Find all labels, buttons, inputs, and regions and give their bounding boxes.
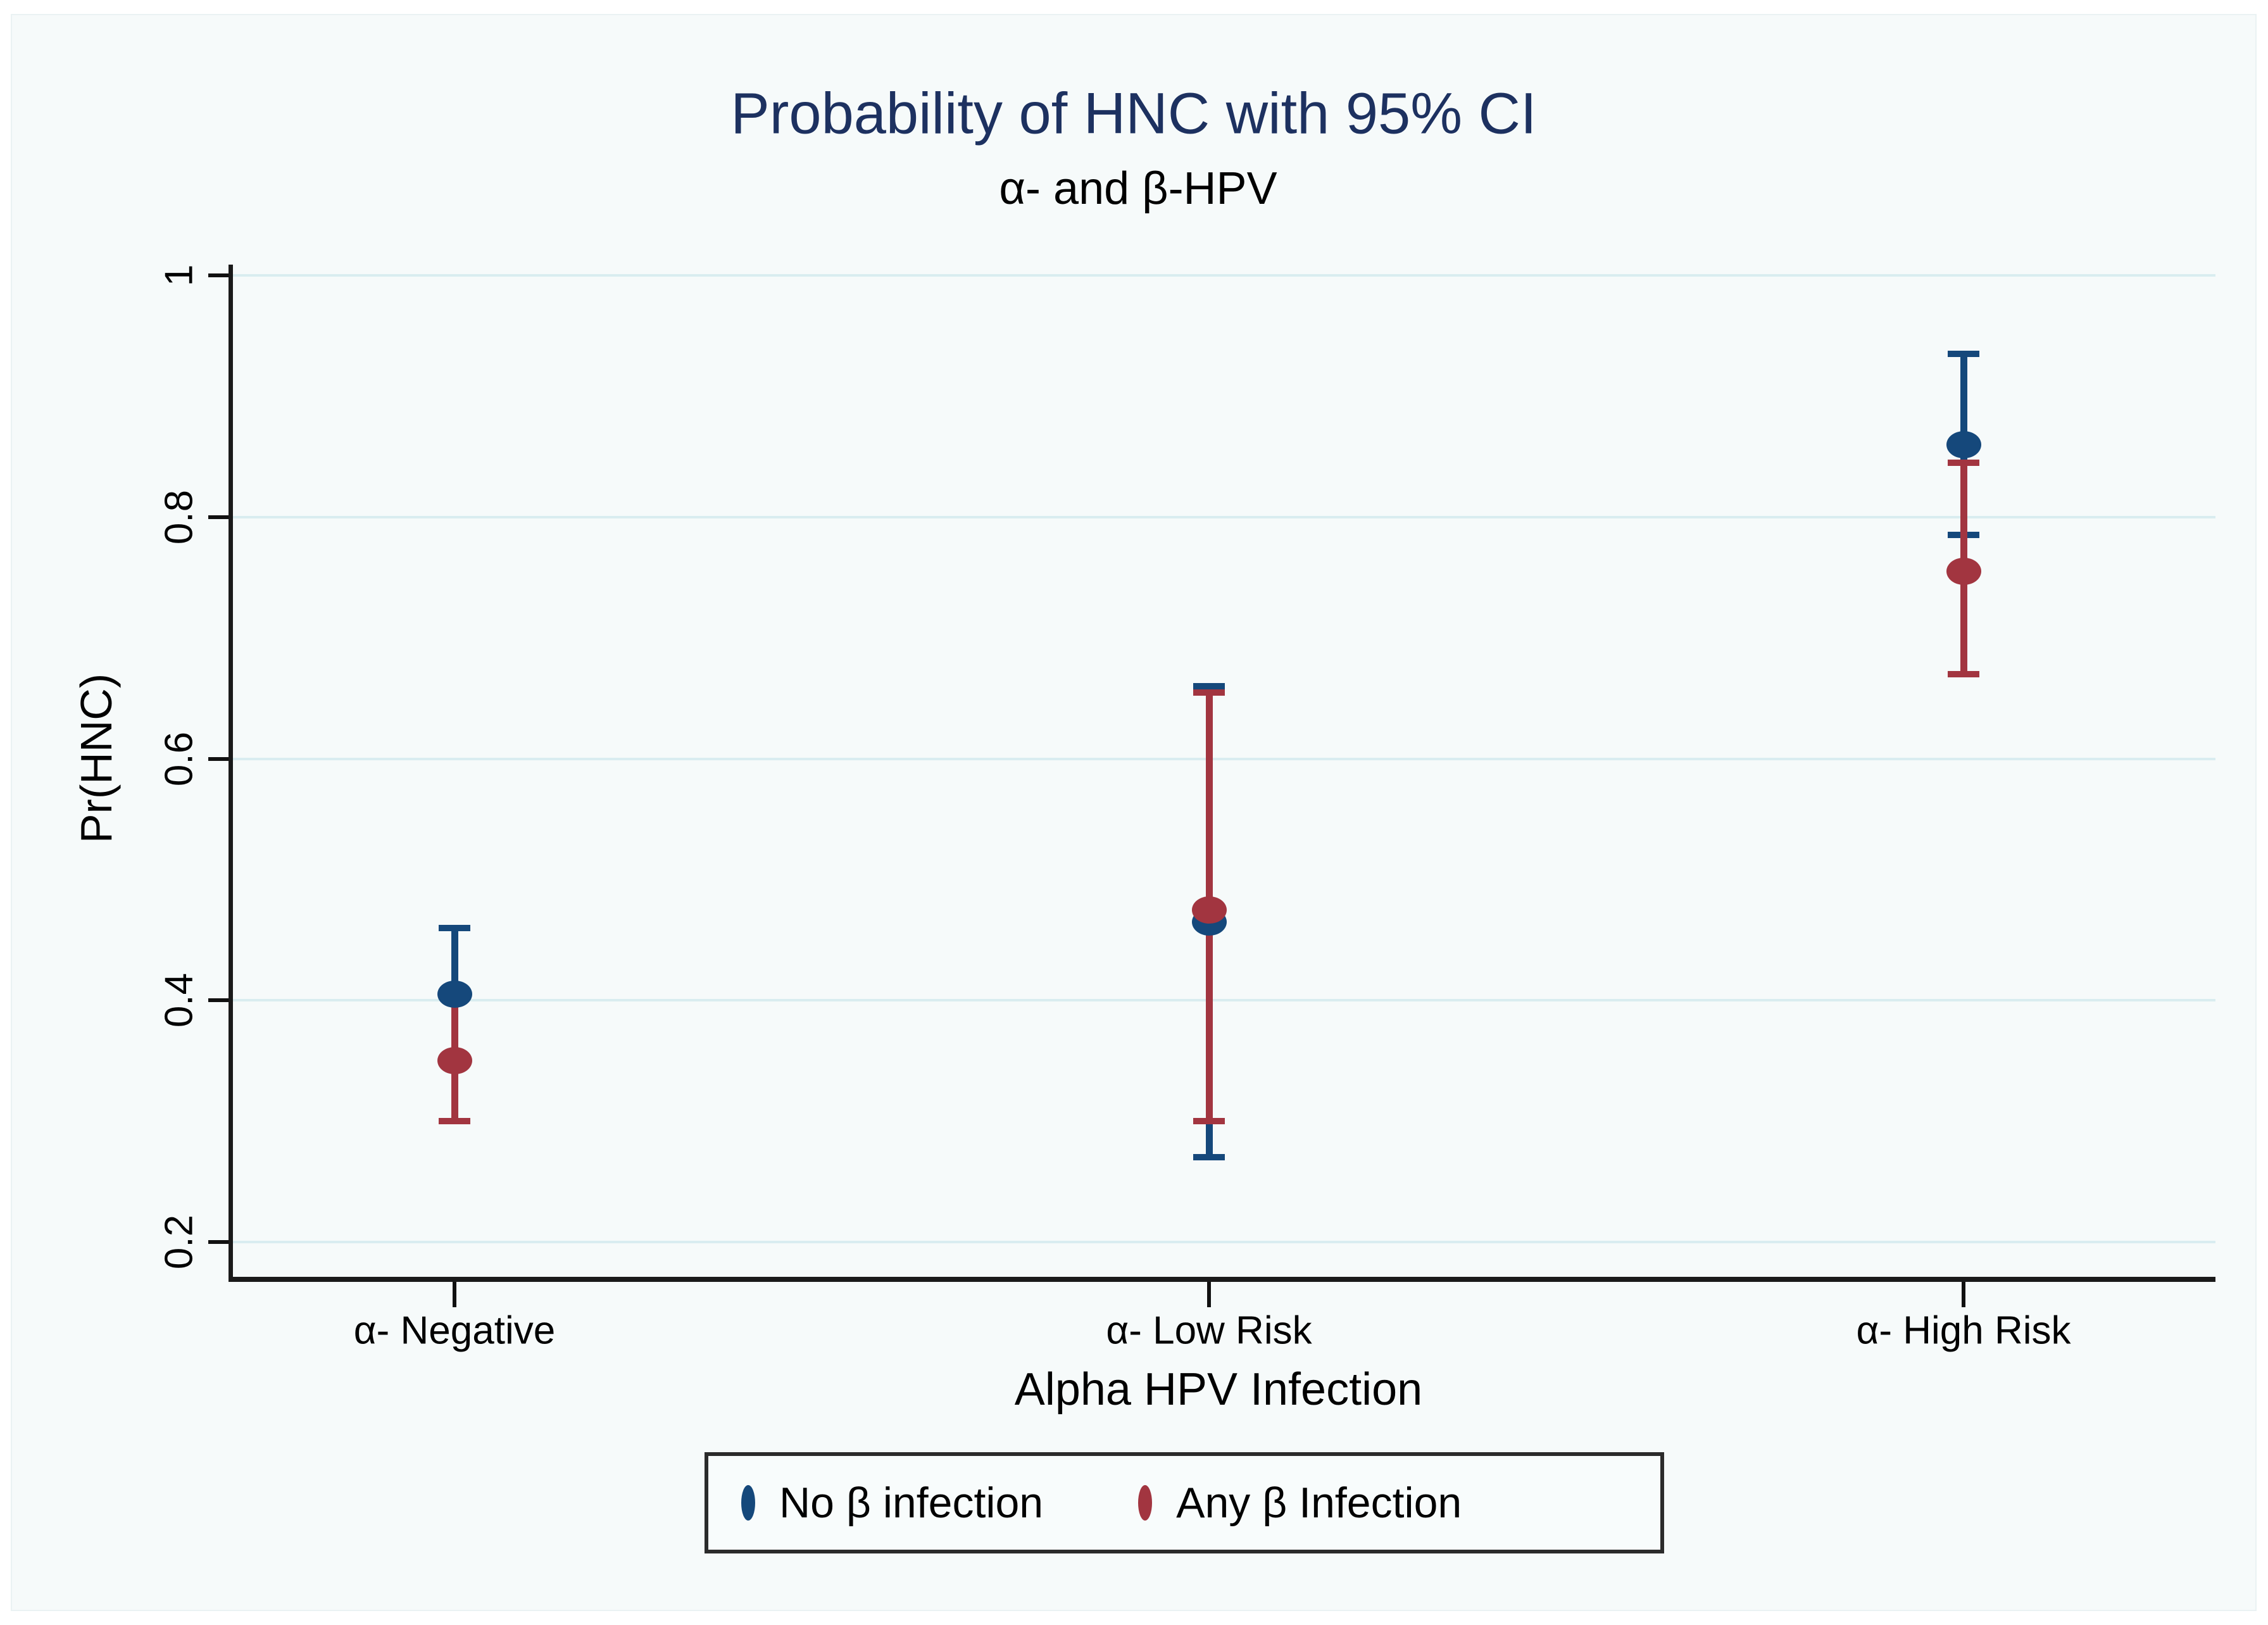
ci-cap-lower-1-1 <box>1193 1118 1225 1125</box>
ci-cap-upper-1-2 <box>1948 459 1979 466</box>
legend-label-any-beta: Any β Infection <box>1176 1479 1462 1527</box>
x-axis-tick <box>453 1282 456 1307</box>
no-beta-marker-icon <box>741 1485 755 1521</box>
x-tick-label: α- Negative <box>353 1308 556 1353</box>
ci-cap-lower-0-1 <box>1193 1154 1225 1161</box>
y-axis-line <box>229 265 233 1281</box>
chart-panel <box>11 14 2257 1611</box>
legend-entry-no-beta: No β infection <box>741 1478 1043 1528</box>
point-1-2 <box>1946 558 1981 586</box>
ci-cap-lower-1-2 <box>1948 670 1979 677</box>
y-gridline <box>231 274 2215 277</box>
x-axis-tick <box>1962 1282 1965 1307</box>
chart-subtitle: α- and β-HPV <box>999 163 1277 214</box>
y-axis-tick <box>208 515 231 519</box>
point-1-0 <box>437 1047 472 1075</box>
y-tick-label: 0.4 <box>157 973 201 1028</box>
y-axis-tick <box>208 1240 231 1244</box>
ci-cap-upper-0-0 <box>439 924 470 931</box>
y-gridline <box>231 757 2215 760</box>
x-axis-tick <box>1207 1282 1211 1307</box>
y-tick-label: 0.8 <box>157 489 201 544</box>
y-gridline <box>231 1241 2215 1243</box>
any-beta-marker-icon <box>1138 1485 1153 1521</box>
y-axis-tick <box>208 998 231 1003</box>
y-tick-label: 1 <box>157 264 201 287</box>
x-tick-label: α- High Risk <box>1856 1308 2071 1353</box>
x-tick-label: α- Low Risk <box>1106 1308 1312 1353</box>
y-tick-label: 0.6 <box>157 731 201 786</box>
x-axis-title: Alpha HPV Infection <box>1014 1364 1423 1415</box>
point-0-0 <box>437 981 472 1008</box>
legend: No β infection Any β Infection <box>705 1452 1664 1553</box>
point-1-1 <box>1191 896 1227 924</box>
y-axis-title: Pr(HNC) <box>72 673 121 844</box>
y-gridline <box>231 999 2215 1002</box>
y-axis-tick <box>208 756 231 761</box>
legend-label-no-beta: No β infection <box>779 1479 1044 1527</box>
chart-title: Probability of HNC with 95% CI <box>730 81 1537 146</box>
legend-entry-any-beta: Any β Infection <box>1138 1478 1462 1528</box>
ci-cap-upper-1-1 <box>1193 689 1225 696</box>
ci-cap-lower-1-0 <box>439 1118 470 1125</box>
ci-cap-upper-0-1 <box>1193 682 1225 689</box>
y-axis-tick <box>208 273 231 277</box>
y-gridline <box>231 515 2215 518</box>
x-axis-line <box>229 1277 2215 1282</box>
ci-cap-upper-0-2 <box>1948 351 1979 358</box>
y-tick-label: 0.2 <box>157 1214 201 1270</box>
point-0-2 <box>1946 430 1981 458</box>
